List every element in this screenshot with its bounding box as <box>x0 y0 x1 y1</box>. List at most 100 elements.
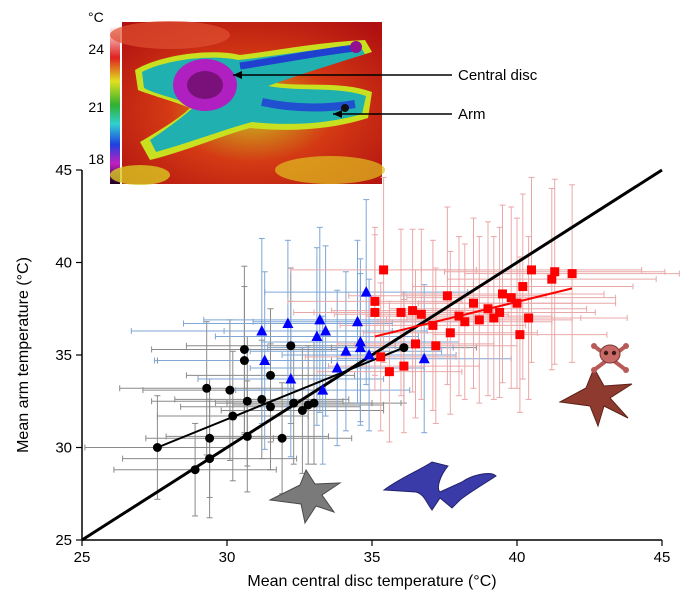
data-point <box>370 307 380 317</box>
central-disc-label: Central disc <box>458 67 538 84</box>
data-point <box>483 304 493 314</box>
data-point <box>242 431 252 441</box>
y-axis-label: Mean arm temperature (°C) <box>15 257 32 453</box>
data-point <box>297 406 307 415</box>
data-point <box>469 298 478 308</box>
data-point <box>239 356 249 366</box>
x-tick-label: 30 <box>219 549 236 566</box>
data-point <box>309 398 319 408</box>
data-point <box>360 286 372 297</box>
x-tick-label: 35 <box>364 549 381 566</box>
x-tick-label: 25 <box>74 549 91 566</box>
data-point <box>228 411 238 421</box>
data-point <box>225 385 235 395</box>
x-tick-label: 45 <box>654 549 671 566</box>
scatter-plot: 25 30 35 40 45 25 30 35 40 45 Mean central disc … <box>15 162 680 590</box>
data-point <box>567 269 577 279</box>
data-point <box>411 339 420 349</box>
x-axis-label: Mean central disc temperature (°C) <box>247 573 496 590</box>
y-tick-label: 40 <box>55 255 72 272</box>
y-tick-label: 45 <box>55 162 72 179</box>
data-point <box>399 343 409 353</box>
data-point <box>282 317 294 329</box>
thermal-color-scale <box>110 26 120 184</box>
scale-tick-21: 21 <box>88 99 104 115</box>
data-point <box>266 370 275 380</box>
red-starfish-icon <box>558 366 633 428</box>
central-disc-arrowhead <box>233 71 242 79</box>
data-point <box>416 309 426 319</box>
data-point <box>418 352 430 364</box>
y-tick-label: 30 <box>55 440 72 457</box>
data-point <box>259 354 271 366</box>
data-point <box>515 330 525 340</box>
data-point <box>370 296 380 306</box>
data-point <box>266 402 275 412</box>
data-point <box>363 349 375 360</box>
data-point <box>384 367 394 377</box>
data-point <box>311 330 323 341</box>
inset-unit: °C <box>88 9 104 25</box>
skull-crossbones-icon <box>591 343 629 373</box>
data-point <box>242 396 252 406</box>
data-point <box>205 433 215 443</box>
x-tick-label: 40 <box>509 549 526 566</box>
data-point <box>431 341 441 351</box>
thermal-image <box>110 21 385 185</box>
data-point <box>547 274 557 284</box>
data-point <box>489 313 499 323</box>
data-point <box>399 361 409 371</box>
data-point <box>202 383 212 393</box>
data-point <box>205 454 215 464</box>
data-point <box>286 341 296 351</box>
trend-line <box>374 287 573 338</box>
arm-label: Arm <box>458 106 486 123</box>
data-point <box>474 315 484 325</box>
data-point <box>550 267 560 277</box>
data-point <box>498 289 507 299</box>
data-point <box>285 373 297 384</box>
thermal-inset: °C 24 21 18 Central disc Arm <box>88 9 538 185</box>
data-point <box>396 307 406 317</box>
data-point <box>257 394 267 404</box>
data-point <box>495 307 505 317</box>
data-point <box>408 306 418 316</box>
data-point <box>277 433 287 443</box>
data-point <box>352 315 363 327</box>
data-point <box>442 291 452 301</box>
data-point <box>512 298 522 308</box>
data-point <box>190 465 200 475</box>
data-point <box>239 344 249 354</box>
data-point <box>454 311 464 321</box>
scale-tick-24: 24 <box>88 41 104 57</box>
data-point <box>340 345 352 356</box>
data-points <box>152 265 577 475</box>
y-tick-label: 35 <box>55 347 72 364</box>
x-axis-ticks: 25 30 35 40 45 <box>74 540 671 566</box>
trend-line <box>157 346 405 449</box>
scale-tick-18: 18 <box>88 151 104 167</box>
data-point <box>379 265 389 275</box>
data-point <box>331 361 343 373</box>
data-point <box>152 443 162 452</box>
data-point <box>527 265 536 275</box>
blue-starfish-icon <box>382 461 497 511</box>
data-point <box>445 328 455 338</box>
data-point <box>524 313 534 323</box>
data-point <box>428 320 438 330</box>
y-axis-ticks: 25 30 35 40 45 <box>55 162 82 549</box>
arm-arrowhead <box>333 110 342 118</box>
data-point <box>518 282 528 292</box>
gray-starfish-icon <box>268 468 342 525</box>
data-point <box>506 293 516 303</box>
data-point <box>317 384 329 395</box>
data-point <box>289 398 299 408</box>
data-point <box>460 317 470 327</box>
y-tick-label: 25 <box>55 532 72 549</box>
data-point <box>320 324 332 336</box>
data-point <box>376 352 386 362</box>
data-point <box>354 341 366 353</box>
data-point <box>354 336 366 347</box>
